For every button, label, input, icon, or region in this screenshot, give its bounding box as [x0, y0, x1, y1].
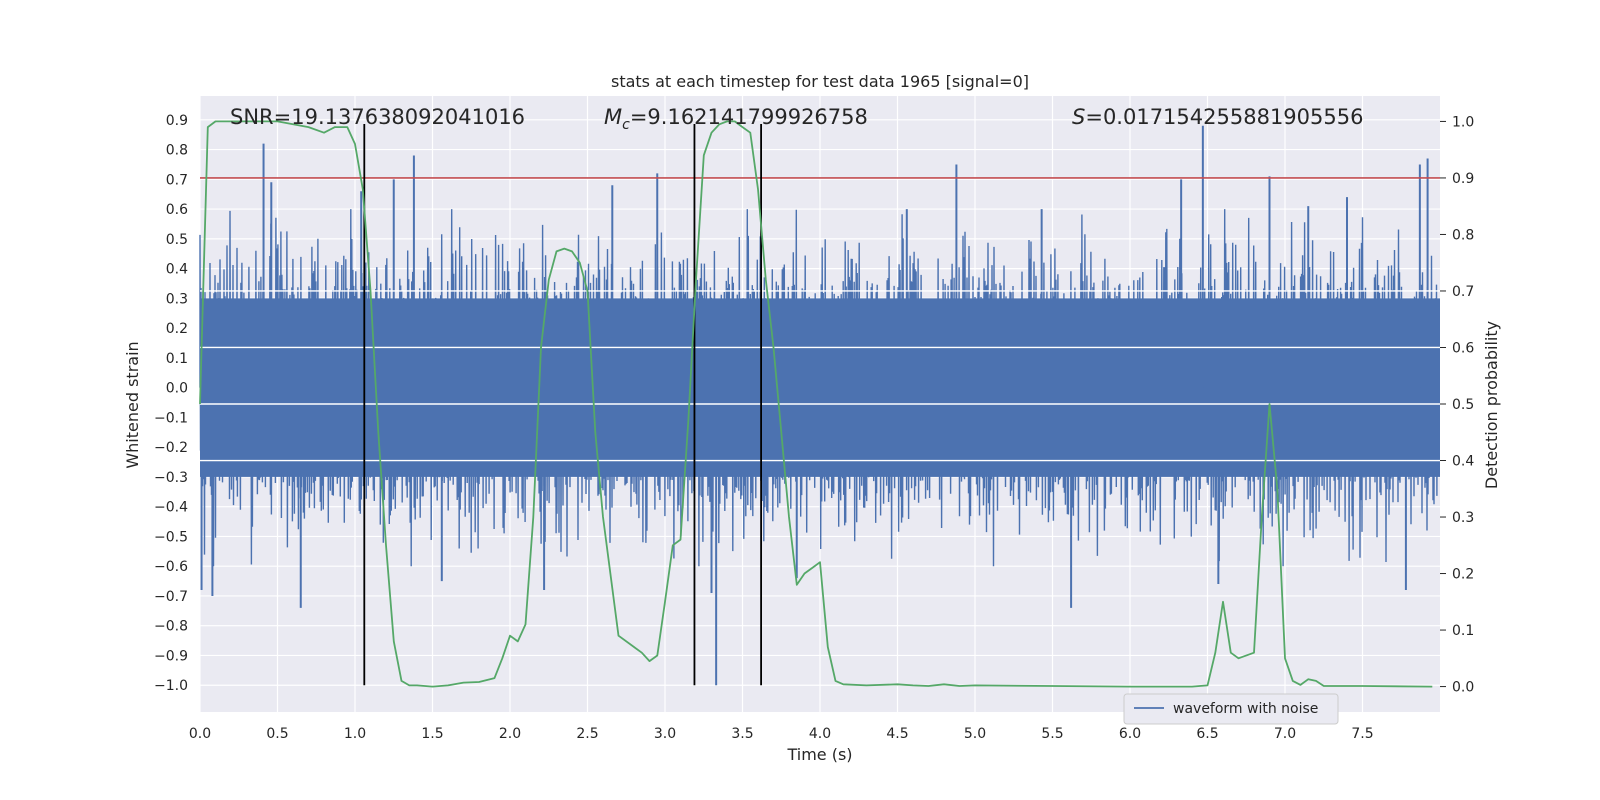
y-right-tick-label-1: 0.9	[1452, 171, 1474, 187]
x-tick-label-9: 4.5	[886, 726, 908, 742]
y-left-tick-label-4: 0.5	[166, 232, 188, 248]
y-left-tick-label-3: 0.6	[166, 202, 188, 218]
y-ticks-left: 0.9 0.8 0.7 0.6 0.5 0.4 0.3 0.2 0.1 0.0 −0.1 −0.2 −0…	[154, 113, 188, 694]
y-left-tick-label-15: −0.6	[154, 559, 188, 575]
spin-annotation: S=0.017154255881905556	[1072, 105, 1363, 129]
x-tick-label-12: 6.0	[1119, 726, 1141, 742]
x-tick-label-1: 0.5	[266, 726, 288, 742]
y-left-tick-label-9: 0.0	[166, 381, 188, 397]
x-tick-label-15: 7.5	[1351, 726, 1373, 742]
x-tick-label-11: 5.5	[1041, 726, 1063, 742]
x-tick-label-4: 2.0	[499, 726, 521, 742]
x-tick-label-13: 6.5	[1196, 726, 1218, 742]
x-tick-label-5: 2.5	[576, 726, 598, 742]
chirp-mass-value: =9.162141799926758	[630, 105, 868, 129]
y-right-tick-label-7: 0.3	[1452, 510, 1474, 526]
y-left-tick-label-18: −0.9	[154, 648, 188, 664]
y-axis-label-left: Whitened strain	[123, 341, 142, 468]
x-tick-label-0: 0.0	[189, 726, 211, 742]
y-left-tick-label-6: 0.3	[166, 291, 188, 307]
y-left-tick-label-19: −1.0	[154, 678, 188, 694]
y-left-tick-label-8: 0.1	[166, 351, 188, 367]
noise-series	[199, 125, 1440, 686]
chart-title: stats at each timestep for test data 196…	[611, 72, 1029, 91]
y-right-tick-label-8: 0.2	[1452, 567, 1474, 583]
y-right-tick-label-3: 0.7	[1452, 284, 1474, 300]
x-tick-label-14: 7.0	[1274, 726, 1296, 742]
x-tick-label-8: 4.0	[809, 726, 831, 742]
y-right-tick-label-9: 0.1	[1452, 623, 1474, 639]
spin-value: =0.017154255881905556	[1085, 105, 1363, 129]
y-left-tick-label-16: −0.7	[154, 589, 188, 605]
x-axis-label: Time (s)	[786, 745, 852, 764]
y-right-tick-label-6: 0.4	[1452, 454, 1474, 470]
x-tick-label-2: 1.0	[344, 726, 366, 742]
spin-symbol: S	[1072, 105, 1085, 129]
y-right-tick-label-0: 1.0	[1452, 114, 1474, 130]
y-right-tick-label-10: 0.0	[1452, 680, 1474, 696]
x-tick-label-3: 1.5	[421, 726, 443, 742]
x-tick-label-7: 3.5	[731, 726, 753, 742]
chirp-mass-subscript: c	[622, 117, 630, 133]
chirp-mass-symbol: M	[604, 105, 622, 129]
y-axis-label-right: Detection probability	[1482, 321, 1501, 489]
snr-annotation: SNR=19.137638092041016	[230, 105, 525, 129]
y-left-tick-label-13: −0.4	[154, 500, 188, 516]
y-right-tick-label-4: 0.6	[1452, 340, 1474, 356]
y-left-tick-label-7: 0.2	[166, 321, 188, 337]
legend: waveform with noise	[1123, 693, 1339, 725]
y-left-tick-label-14: −0.5	[154, 529, 188, 545]
y-right-tick-label-5: 0.5	[1452, 397, 1474, 413]
y-right-tick-label-2: 0.8	[1452, 227, 1474, 243]
y-left-tick-label-12: −0.3	[154, 470, 188, 486]
y-left-tick-label-0: 0.9	[166, 113, 188, 129]
overlay-gridlines	[200, 290, 1440, 462]
y-left-tick-label-11: −0.2	[154, 440, 188, 456]
y-ticks-right: 1.0 0.9 0.8 0.7 0.6 0.5 0.4 0.3 0.2 0.1 0.0	[1440, 114, 1474, 696]
y-left-tick-label-5: 0.4	[166, 262, 188, 278]
y-left-tick-label-10: −0.1	[154, 410, 188, 426]
y-left-tick-label-17: −0.8	[154, 619, 188, 635]
probability-series	[199, 120, 1433, 688]
chirp-mass-annotation: Mc=9.162141799926758	[604, 105, 868, 133]
probability-line	[199, 120, 1433, 688]
legend-label: waveform with noise	[1173, 701, 1318, 717]
x-tick-label-10: 5.0	[964, 726, 986, 742]
x-tick-label-6: 3.0	[654, 726, 676, 742]
noise-core-band	[200, 298, 1440, 477]
legend-box	[1123, 693, 1339, 725]
x-ticks: 0.0 0.5 1.0 1.5 2.0 2.5 3.0 3.5 4.0 4.5 5.0 5.5 6.0 6…	[189, 726, 1374, 742]
y-left-tick-label-2: 0.7	[166, 172, 188, 188]
y-left-tick-label-1: 0.8	[166, 143, 188, 159]
